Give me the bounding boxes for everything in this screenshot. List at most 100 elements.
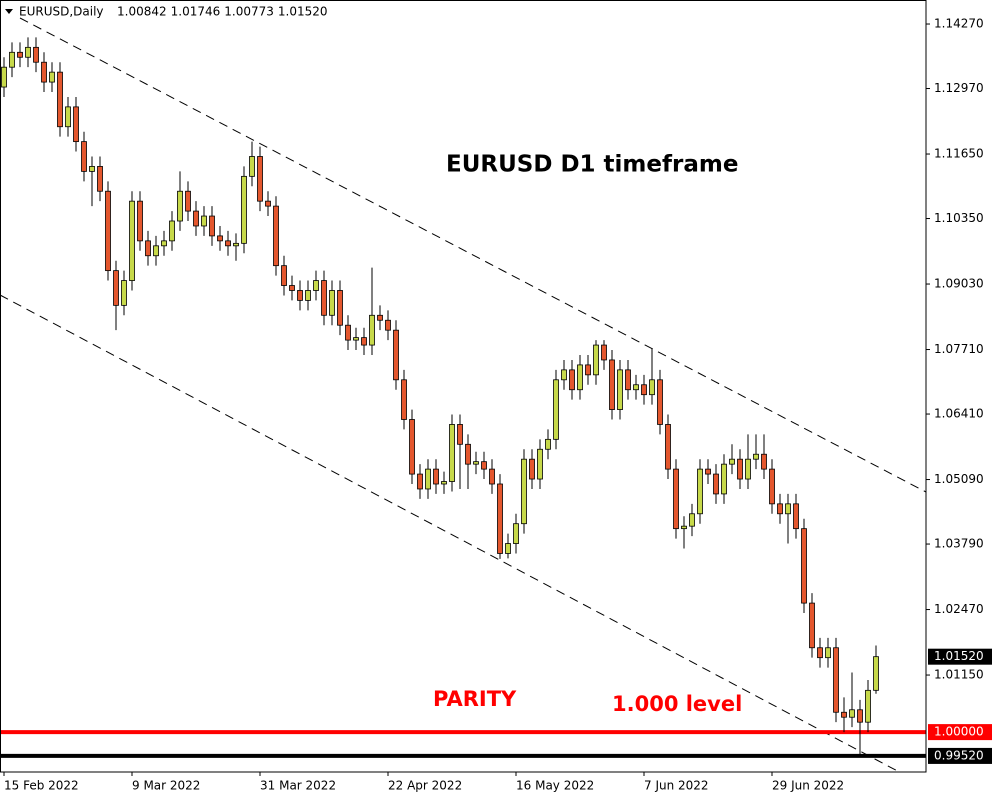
x-tick-label: 7 Jun 2022: [644, 779, 709, 793]
x-tick-label: 22 Apr 2022: [388, 779, 462, 793]
candle-body: [529, 458, 535, 480]
candle-body: [105, 190, 111, 272]
candle-body: [185, 190, 191, 212]
candle-body: [729, 458, 735, 465]
candle-body: [841, 711, 847, 718]
candle-body: [33, 46, 39, 63]
candle-body: [649, 379, 655, 396]
candle-body: [241, 175, 247, 244]
candle-body: [249, 156, 255, 177]
candle-body: [137, 200, 143, 242]
price-tag-label: 0.99520: [934, 748, 984, 762]
candle-body: [385, 319, 391, 331]
candle-body: [713, 473, 719, 495]
candle-body: [593, 344, 599, 376]
candle-body: [673, 468, 679, 530]
candle-body: [521, 458, 527, 525]
channel-upper: [19, 17, 926, 493]
y-tick-label: 1.12970: [934, 81, 984, 95]
candle-body: [665, 424, 671, 470]
candle-body: [393, 329, 399, 381]
y-tick-label: 1.14270: [934, 17, 984, 31]
candle-body: [209, 215, 215, 237]
price-tag-label: 1.00000: [934, 725, 984, 739]
candle-body: [201, 215, 207, 227]
candle-body: [257, 156, 263, 202]
candle-body: [457, 424, 463, 445]
candle-body: [113, 270, 119, 306]
candle-body: [361, 337, 367, 346]
candle-body: [177, 190, 183, 222]
y-tick-label: 1.09030: [934, 277, 984, 291]
candle-body: [641, 384, 647, 396]
candle-body: [465, 443, 471, 465]
y-tick-label: 1.02470: [934, 602, 984, 616]
x-tick-label: 16 May 2022: [516, 779, 594, 793]
candle-body: [193, 210, 199, 227]
candle-body: [777, 503, 783, 515]
header-value: 1.01520: [278, 5, 328, 19]
candle-body: [825, 647, 831, 659]
x-tick-label: 29 Jun 2022: [772, 779, 844, 793]
candle-body: [801, 528, 807, 604]
candle-body: [793, 503, 799, 530]
current-price-label: 1.01520: [934, 649, 984, 663]
candle-body: [753, 453, 759, 460]
candle-body: [57, 71, 63, 128]
candle-body: [745, 458, 751, 480]
candle-body: [121, 280, 127, 306]
candle-body: [409, 419, 415, 475]
y-tick-label: 1.01150: [934, 668, 984, 682]
candle-body: [545, 438, 551, 450]
candle-body: [833, 647, 839, 713]
chart-title: EURUSD D1 timeframe: [446, 152, 738, 178]
candle-body: [25, 46, 31, 58]
candle-body: [857, 709, 863, 723]
candle-body: [537, 448, 543, 480]
candle-body: [681, 525, 687, 530]
candle-body: [721, 463, 727, 495]
candle-body: [153, 245, 159, 257]
candle-body: [233, 242, 239, 247]
candle-body: [705, 468, 711, 475]
candle-body: [609, 359, 615, 410]
candle-body: [377, 314, 383, 321]
candle-body: [425, 468, 431, 490]
x-tick-label: 31 Mar 2022: [260, 779, 336, 793]
candle-body: [353, 337, 359, 341]
candle-body: [41, 61, 47, 83]
candle-body: [761, 453, 767, 470]
candle-body: [17, 51, 23, 58]
candle-body: [481, 461, 487, 470]
candle-body: [441, 481, 447, 485]
candle-body: [505, 543, 511, 554]
y-tick-label: 1.06410: [934, 407, 984, 421]
candle-body: [689, 513, 695, 527]
candle-body: [345, 324, 351, 341]
channel-lower: [0, 294, 901, 772]
candle-body: [601, 344, 607, 361]
candle-body: [97, 166, 103, 192]
candle-body: [401, 379, 407, 420]
annotation: PARITY: [433, 687, 517, 711]
candle-body: [809, 602, 815, 649]
channel: [0, 17, 926, 772]
x-tick-label: 15 Feb 2022: [4, 779, 79, 793]
candle-body: [697, 468, 703, 515]
candle-body: [129, 200, 135, 281]
header-value: 1.00773: [224, 5, 274, 19]
candle-body: [225, 240, 231, 247]
candle-body: [281, 265, 287, 286]
candle-body: [89, 166, 95, 172]
candle-body: [145, 240, 151, 257]
candle-body: [489, 468, 495, 485]
candle-body: [433, 468, 439, 485]
header-value: 1.01746: [171, 5, 221, 19]
candle-body: [585, 364, 591, 376]
candle-body: [49, 71, 55, 83]
candle-body: [617, 369, 623, 410]
candle-body: [273, 205, 279, 267]
header-values: 1.00842 1.01746 1.00773 1.01520: [117, 5, 328, 19]
